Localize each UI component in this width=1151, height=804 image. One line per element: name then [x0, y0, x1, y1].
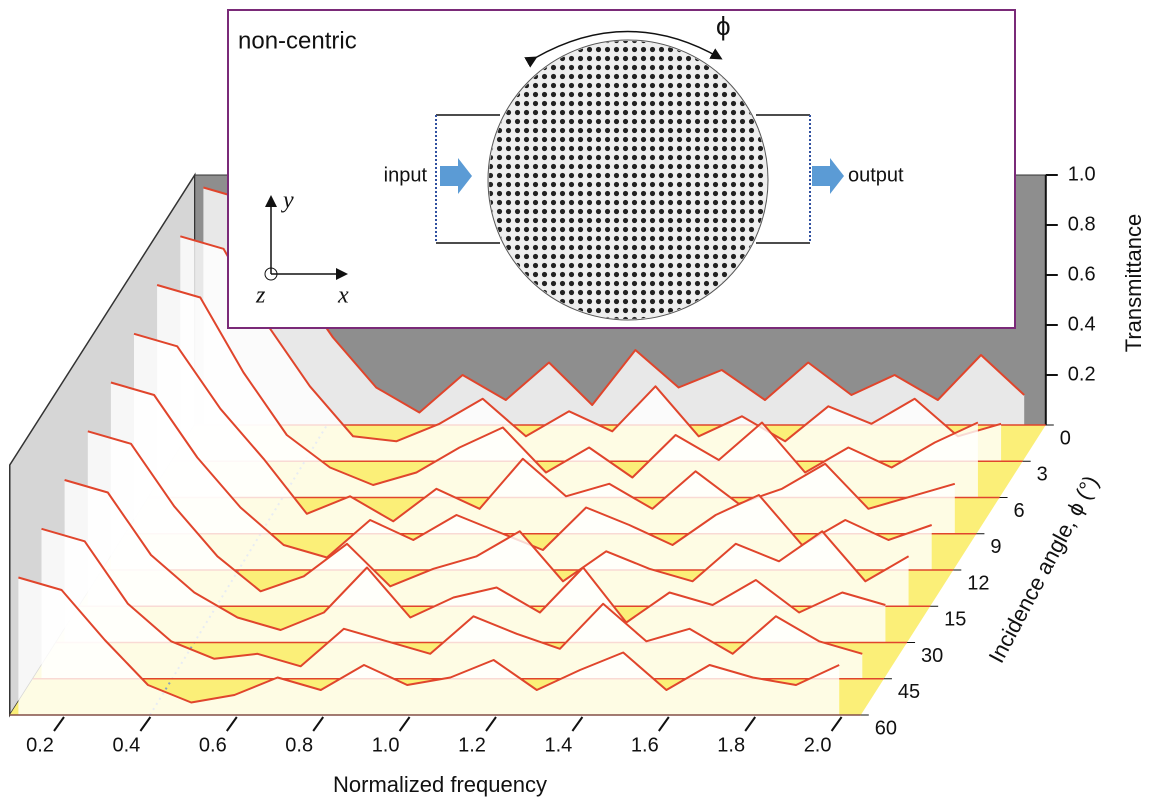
x-tick — [485, 716, 497, 732]
spectrum-line — [156, 284, 979, 486]
spectrum-line — [18, 576, 840, 704]
x-tick-label: 0.4 — [112, 734, 140, 756]
spectrum-line — [133, 332, 956, 523]
x-tick-label: 0.2 — [26, 734, 54, 756]
x-tick-label: 1.4 — [544, 734, 572, 756]
rotation-arrow — [524, 30, 723, 68]
spectrum-line — [64, 479, 886, 631]
y-tick-label: 0.4 — [1068, 313, 1096, 335]
x-tick — [830, 716, 843, 732]
port — [435, 115, 811, 243]
axis-origin — [264, 267, 278, 281]
y-tick-label: 1.0 — [1068, 163, 1096, 185]
z-tick-label: 45 — [898, 681, 920, 703]
x-tick-label: 0.8 — [285, 734, 313, 756]
inset-title: non-centric — [238, 27, 357, 54]
row-fill — [110, 382, 932, 570]
x-tick-label: 0.6 — [199, 734, 227, 756]
x-tick-label: 1.8 — [717, 734, 745, 756]
phi-label: ϕ — [716, 11, 731, 41]
spectrum-line — [41, 527, 863, 668]
row-fill — [18, 577, 840, 715]
input-arrow — [440, 158, 472, 194]
spectrum-line — [87, 430, 910, 593]
y-tick-label: 0.2 — [1068, 363, 1096, 385]
z-tick-label: 0 — [1060, 427, 1071, 449]
x-tick — [312, 716, 325, 732]
x-tick — [53, 716, 65, 732]
row-fill — [157, 285, 978, 498]
x-axis-label: Normalized frequency — [333, 772, 547, 797]
spectrum-line — [203, 186, 1025, 414]
row-fill — [64, 480, 886, 643]
z-tick-label: 60 — [875, 717, 897, 739]
sample-pattern — [489, 41, 767, 319]
x-tick — [744, 716, 757, 732]
axis-z-label: z — [255, 283, 266, 309]
input-label: input — [384, 164, 428, 186]
y-axis-label: Transmittance — [1121, 214, 1146, 353]
z-tick-label: 15 — [944, 609, 966, 631]
x-tick — [139, 716, 152, 732]
inset-diagram: non-centric ϕ input output y z x — [227, 9, 1016, 329]
z-tick-label: 9 — [990, 536, 1001, 558]
x-tick-label: 1.2 — [458, 734, 486, 756]
y-tick-label: 0.6 — [1068, 263, 1096, 285]
z-axis-label: Incidence angle, ϕ (°) — [984, 471, 1104, 667]
z-tick-label: 6 — [1014, 500, 1025, 522]
x-tick — [225, 716, 238, 732]
waveguide — [436, 114, 810, 244]
row-fill — [41, 528, 863, 679]
axis-y-label: y — [281, 188, 294, 214]
x-tick — [398, 716, 411, 732]
y-tick-label: 0.8 — [1068, 213, 1096, 235]
axis-x-label: x — [337, 283, 349, 309]
x-tick-label: 2.0 — [804, 734, 832, 756]
z-tick-label: 12 — [967, 572, 989, 594]
spectrum-line — [180, 235, 1002, 443]
x-tick-label: 1.6 — [631, 734, 659, 756]
z-tick-label: 3 — [1037, 464, 1048, 486]
z-tick-label: 30 — [921, 645, 943, 667]
x-tick — [657, 716, 670, 732]
output-label: output — [848, 164, 904, 186]
x-tick — [571, 716, 584, 732]
x-tick-label: 1.0 — [372, 734, 400, 756]
output-arrow — [812, 158, 844, 194]
